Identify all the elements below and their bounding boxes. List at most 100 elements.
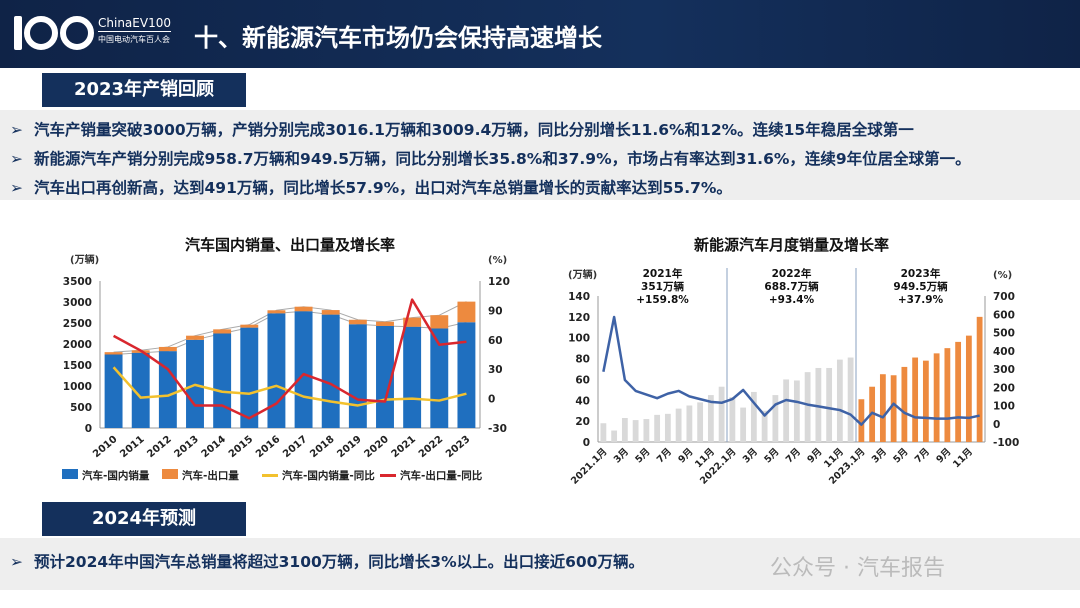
arrow-bullet-icon: ➢ <box>10 150 23 168</box>
bar-month <box>793 380 800 442</box>
legend-swatch <box>62 469 78 479</box>
bar-month <box>858 399 865 442</box>
bar-month <box>815 367 822 442</box>
y-tick-label: 100 <box>568 333 590 345</box>
bar-month <box>879 374 886 442</box>
x-tick-label: 2015 <box>227 434 255 460</box>
bar-month <box>632 420 639 442</box>
bar-export-2020 <box>376 321 394 326</box>
page-title: 十、新能源汽车市场仍会保持高速增长 <box>194 24 602 52</box>
bar-export-2010 <box>104 352 123 355</box>
y-axis-label: (万辆) <box>70 253 99 266</box>
bar-domestic-2014 <box>213 333 232 428</box>
bar-month <box>729 397 736 442</box>
chart-title: 新能源汽车月度销量及增长率 <box>694 236 889 254</box>
bullet-item: ➢ 预计2024年中国汽车总销量将超过3100万辆，同比增长3%以上。出口接近60… <box>10 548 1070 577</box>
bar-month <box>965 335 972 442</box>
bar-month <box>783 379 790 442</box>
header: ChinaEV100 中国电动汽车百人会 十、新能源汽车市场仍会保持高速增长 <box>0 0 1080 68</box>
bar-month <box>955 341 962 442</box>
x-tick-label: 5月 <box>633 446 652 465</box>
bar-month <box>750 391 757 442</box>
y-tick-label: 1500 <box>63 360 92 372</box>
x-tick-label: 5月 <box>762 446 781 465</box>
bar-month <box>686 405 693 442</box>
y2-tick-label: -30 <box>488 423 507 435</box>
bar-month <box>976 316 983 442</box>
bar-month <box>772 395 779 442</box>
bar-month <box>944 348 951 442</box>
bullet-item: ➢ 汽车产销量突破3000万辆，产销分别完成3016.1万辆和3009.4万辆，同… <box>10 116 1070 145</box>
bar-month <box>697 402 704 442</box>
bullet-text: 新能源汽车产销分别完成958.7万辆和949.5万辆，同比分别增长35.8%和3… <box>34 150 971 168</box>
bullet-item: ➢ 新能源汽车产销分别完成958.7万辆和949.5万辆，同比分别增长35.8%和… <box>10 145 1070 174</box>
arrow-bullet-icon: ➢ <box>10 121 23 139</box>
bar-month <box>933 353 940 442</box>
bar-month <box>611 430 618 442</box>
bar-month <box>922 360 929 442</box>
bar-month <box>600 423 607 442</box>
y-tick-label: 60 <box>575 374 590 386</box>
x-tick-label: 3月 <box>741 446 760 465</box>
y-tick-label: 120 <box>568 312 590 324</box>
bar-month <box>890 375 897 442</box>
section-tag-2023-review: 2023年产销回顾 <box>42 73 246 107</box>
brand-en: ChinaEV100 <box>98 16 171 32</box>
x-tick-label: 7月 <box>913 446 932 465</box>
y2-tick-label: 60 <box>488 335 503 347</box>
bar-domestic-2012 <box>158 351 177 428</box>
bar-domestic-2022 <box>430 328 449 428</box>
bar-month <box>675 408 682 442</box>
bar-month <box>912 357 919 442</box>
forecast-bullets: ➢ 预计2024年中国汽车总销量将超过3100万辆，同比增长3%以上。出口接近60… <box>0 538 1080 590</box>
x-tick-label: 2022 <box>417 434 445 460</box>
bar-domestic-2019 <box>348 324 367 428</box>
line-export-yoy <box>112 298 467 420</box>
annotation-total: 351万辆 <box>641 280 684 293</box>
bar-export-2022 <box>430 315 449 329</box>
bar-month <box>718 386 725 442</box>
x-tick-label: 7月 <box>784 446 803 465</box>
bar-month <box>826 367 833 442</box>
y2-tick-label: 0 <box>488 394 495 406</box>
chart-title: 汽车国内销量、出口量及增长率 <box>185 236 395 254</box>
bar-month <box>847 357 854 442</box>
y2-tick-label: 100 <box>993 401 1015 413</box>
y-axis-label: (万辆) <box>568 268 597 281</box>
legend-label: 汽车-国内销量 <box>82 469 150 482</box>
bar-month <box>643 419 650 442</box>
y-tick-label: 2500 <box>63 318 92 330</box>
bar-export-2018 <box>321 310 340 315</box>
x-tick-label: 2013 <box>173 434 201 460</box>
bar-month <box>836 359 843 442</box>
bar-domestic-2021 <box>403 326 422 428</box>
y-tick-label: 140 <box>568 291 590 303</box>
y2-tick-label: 300 <box>993 364 1015 376</box>
y-tick-label: 3000 <box>63 297 92 309</box>
bar-domestic-2015 <box>240 327 259 428</box>
bullet-text: 汽车产销量突破3000万辆，产销分别完成3016.1万辆和3009.4万辆，同比… <box>34 121 914 139</box>
x-tick-label: 5月 <box>891 446 910 465</box>
review-bullets: ➢ 汽车产销量突破3000万辆，产销分别完成3016.1万辆和3009.4万辆，同… <box>0 110 1080 200</box>
section-tag-2024-forecast: 2024年预测 <box>42 502 246 536</box>
line-domestic-yoy <box>112 366 467 407</box>
legend-label: 汽车-出口量-同比 <box>400 469 483 482</box>
y-tick-label: 500 <box>70 402 92 414</box>
bar-export-2015 <box>240 324 259 328</box>
legend-swatch <box>162 469 178 479</box>
arrow-bullet-icon: ➢ <box>10 553 23 571</box>
arrow-bullet-icon: ➢ <box>10 179 23 197</box>
bar-month <box>804 372 811 442</box>
y-tick-label: 80 <box>575 354 590 366</box>
bar-domestic-2020 <box>376 325 394 428</box>
y2-tick-label: 120 <box>488 276 510 288</box>
bar-export-2013 <box>186 335 204 340</box>
bar-month <box>664 413 671 442</box>
x-tick-label: 2017 <box>281 434 309 460</box>
bar-month <box>621 418 628 442</box>
bar-export-2023 <box>457 301 476 323</box>
bullet-item: ➢ 汽车出口再创新高，达到491万辆，同比增长57.9%，出口对汽车总销量增长的贡… <box>10 174 1070 203</box>
y-tick-label: 3500 <box>63 276 92 288</box>
x-tick-label: 2021 <box>390 434 418 460</box>
bar-domestic-2017 <box>294 311 313 428</box>
